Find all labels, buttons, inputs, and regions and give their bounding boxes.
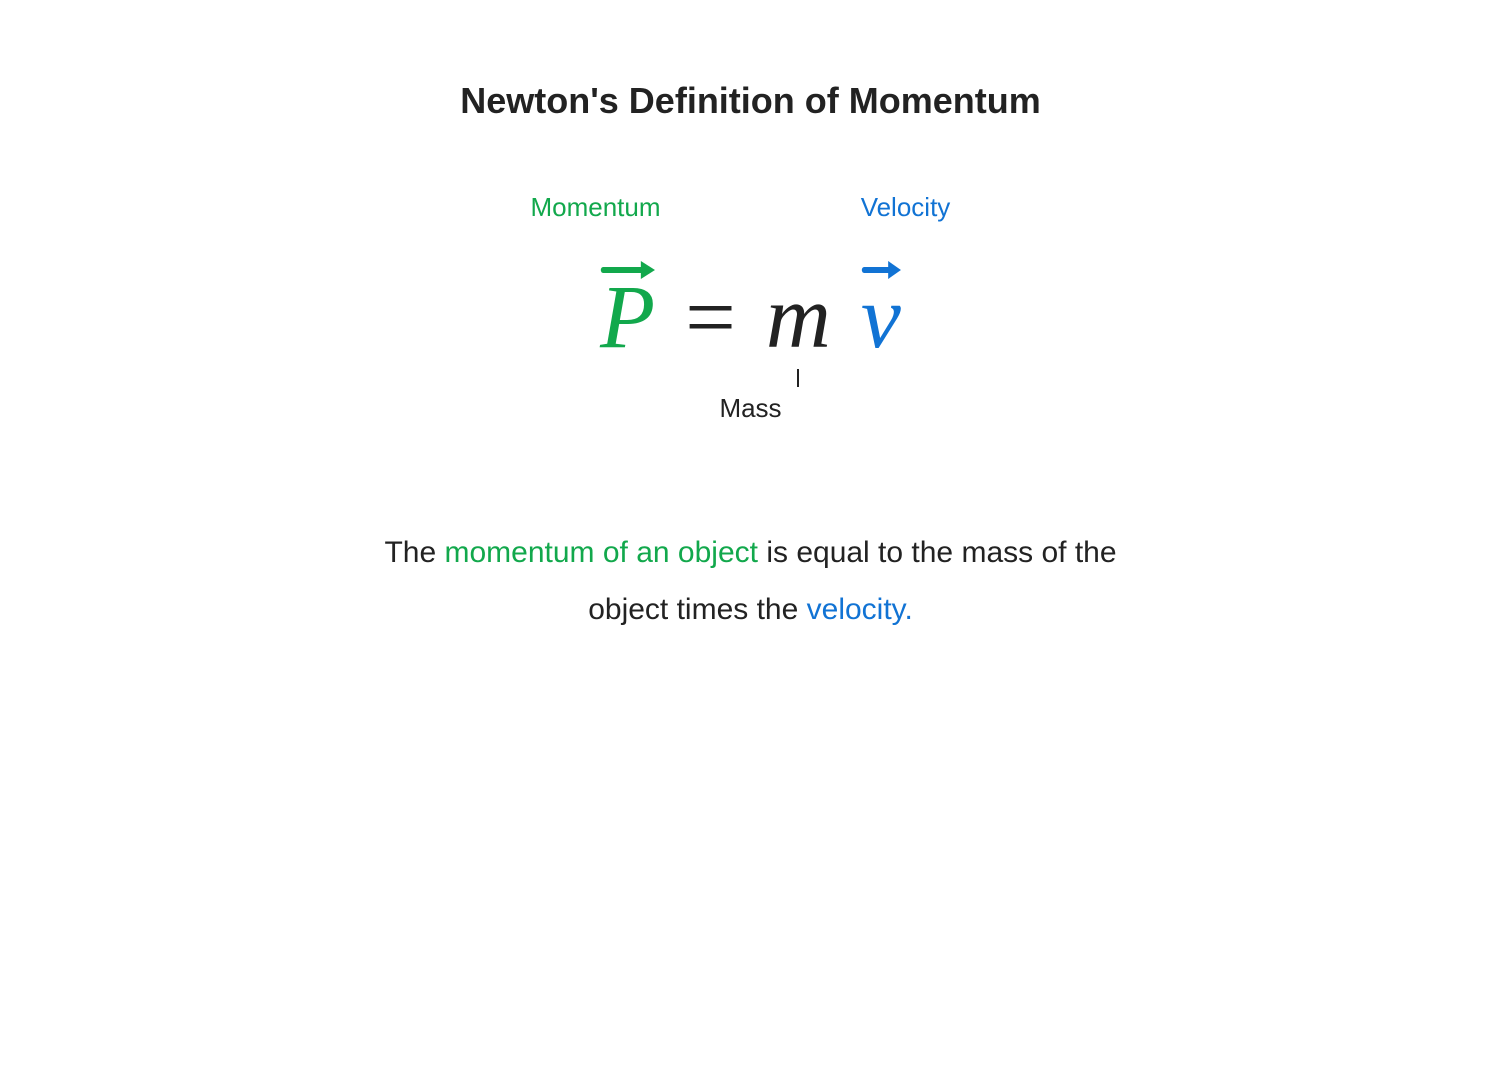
footer-fragment: momentum of an object bbox=[444, 536, 758, 569]
footer-fragment: of the bbox=[1033, 536, 1116, 569]
footer-fragment: The bbox=[384, 536, 444, 569]
page-title: Newton's Definition of Momentum bbox=[60, 80, 1441, 122]
footer-fragment: object times the bbox=[588, 593, 806, 626]
labels-row: Momentum Velocity bbox=[60, 192, 1441, 223]
label-velocity: Velocity bbox=[826, 192, 986, 223]
label-momentum: Momentum bbox=[516, 192, 676, 223]
footer-fragment: is equal to the bbox=[758, 536, 961, 569]
vector-arrow-icon bbox=[861, 255, 901, 285]
footer-sentence: The momentum of an object is equal to th… bbox=[271, 524, 1231, 638]
symbol-equals: = bbox=[685, 273, 736, 363]
connector-line bbox=[797, 369, 799, 387]
vector-arrow-icon bbox=[600, 255, 655, 285]
formula-row: P = m v bbox=[60, 273, 1441, 363]
page: Newton's Definition of Momentum Momentum… bbox=[0, 0, 1501, 1088]
symbol-v: v bbox=[861, 273, 901, 363]
footer-fragment: mass bbox=[961, 536, 1033, 569]
footer-fragment: velocity. bbox=[807, 593, 913, 626]
symbol-p: P bbox=[600, 273, 655, 363]
symbol-m: m bbox=[766, 273, 831, 363]
label-mass: Mass bbox=[60, 393, 1441, 424]
